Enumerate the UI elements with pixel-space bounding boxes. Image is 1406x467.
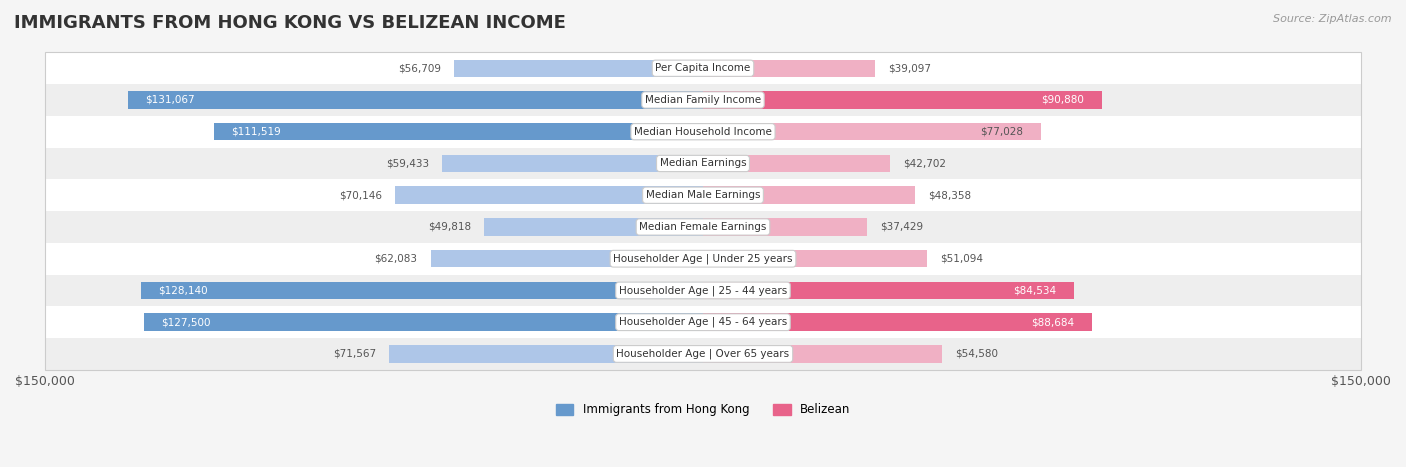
Text: $54,580: $54,580	[956, 349, 998, 359]
Text: $128,140: $128,140	[159, 285, 208, 296]
Bar	[45, 52, 1361, 84]
Text: $84,534: $84,534	[1014, 285, 1056, 296]
Text: Median Male Earnings: Median Male Earnings	[645, 190, 761, 200]
Text: $62,083: $62,083	[374, 254, 418, 264]
Bar	[443, 155, 703, 172]
Text: Median Household Income: Median Household Income	[634, 127, 772, 137]
Text: Median Earnings: Median Earnings	[659, 158, 747, 169]
Bar	[703, 250, 927, 268]
Bar	[45, 306, 1361, 338]
Text: Householder Age | Over 65 years: Householder Age | Over 65 years	[616, 349, 790, 359]
Text: $48,358: $48,358	[928, 190, 972, 200]
Text: Householder Age | 45 - 64 years: Householder Age | 45 - 64 years	[619, 317, 787, 327]
Text: Per Capita Income: Per Capita Income	[655, 63, 751, 73]
Bar	[454, 59, 703, 77]
Text: Householder Age | Under 25 years: Householder Age | Under 25 years	[613, 254, 793, 264]
Bar	[485, 218, 703, 236]
Bar	[141, 282, 703, 299]
Bar	[45, 211, 1361, 243]
Text: IMMIGRANTS FROM HONG KONG VS BELIZEAN INCOME: IMMIGRANTS FROM HONG KONG VS BELIZEAN IN…	[14, 14, 567, 32]
Text: $51,094: $51,094	[941, 254, 983, 264]
Bar	[389, 345, 703, 363]
Text: Median Family Income: Median Family Income	[645, 95, 761, 105]
Text: Householder Age | 25 - 44 years: Householder Age | 25 - 44 years	[619, 285, 787, 296]
Bar	[395, 186, 703, 204]
Text: $88,684: $88,684	[1032, 317, 1074, 327]
Text: Source: ZipAtlas.com: Source: ZipAtlas.com	[1274, 14, 1392, 24]
Text: $56,709: $56,709	[398, 63, 441, 73]
Bar	[45, 275, 1361, 306]
Bar	[703, 186, 915, 204]
Bar	[45, 148, 1361, 179]
Bar	[703, 59, 875, 77]
Text: $111,519: $111,519	[232, 127, 281, 137]
Bar	[45, 84, 1361, 116]
Bar	[703, 345, 942, 363]
Bar	[45, 338, 1361, 370]
Text: $90,880: $90,880	[1042, 95, 1084, 105]
Bar	[703, 313, 1092, 331]
Text: $131,067: $131,067	[146, 95, 195, 105]
Text: $70,146: $70,146	[339, 190, 382, 200]
Text: $42,702: $42,702	[904, 158, 946, 169]
Text: $59,433: $59,433	[387, 158, 429, 169]
Bar	[143, 313, 703, 331]
Text: $37,429: $37,429	[880, 222, 924, 232]
Text: $77,028: $77,028	[980, 127, 1024, 137]
Bar	[214, 123, 703, 141]
Bar	[128, 91, 703, 109]
Bar	[703, 218, 868, 236]
Text: $39,097: $39,097	[887, 63, 931, 73]
Text: $49,818: $49,818	[429, 222, 471, 232]
Bar	[703, 123, 1040, 141]
Text: Median Female Earnings: Median Female Earnings	[640, 222, 766, 232]
Text: $127,500: $127,500	[162, 317, 211, 327]
Bar	[703, 155, 890, 172]
Bar	[45, 179, 1361, 211]
Text: $71,567: $71,567	[333, 349, 375, 359]
Bar	[703, 282, 1074, 299]
Bar	[45, 243, 1361, 275]
Bar	[430, 250, 703, 268]
Legend: Immigrants from Hong Kong, Belizean: Immigrants from Hong Kong, Belizean	[551, 399, 855, 421]
Bar	[45, 116, 1361, 148]
Bar	[703, 91, 1102, 109]
